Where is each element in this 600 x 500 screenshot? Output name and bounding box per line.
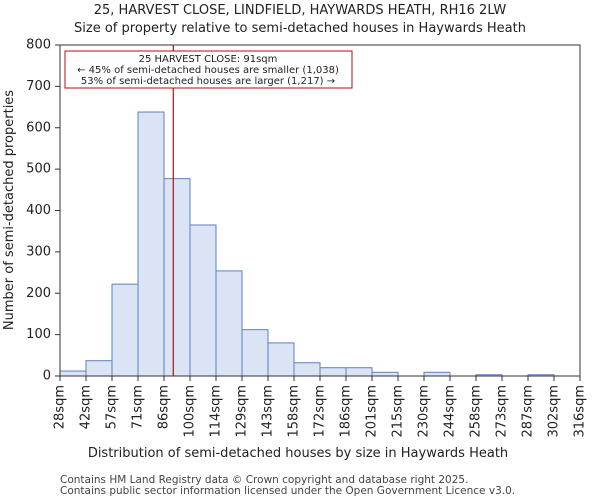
y-tick-label: 700 — [26, 79, 51, 94]
bar-42sqm — [85, 360, 113, 377]
annotation-frame — [64, 50, 353, 89]
x-tick-label: 201sqm — [365, 385, 380, 438]
x-tick-label: 86sqm — [157, 385, 172, 429]
x-tick-label: 28sqm — [53, 385, 68, 429]
annotation-box: 25 HARVEST CLOSE: 91sqm ← 45% of semi-de… — [64, 50, 353, 89]
bar-172sqm — [319, 367, 347, 377]
x-tick-label: 158sqm — [287, 385, 302, 438]
bar-230sqm — [423, 371, 451, 377]
x-axis-label: Distribution of semi-detached houses by … — [88, 446, 508, 461]
bar-100sqm — [189, 224, 217, 377]
x-tick-label: 186sqm — [339, 385, 354, 438]
x-tick-label: 172sqm — [313, 385, 328, 438]
x-tick-label: 215sqm — [391, 385, 406, 438]
x-tick-label: 57sqm — [105, 385, 120, 429]
bar-129sqm — [241, 329, 269, 377]
annotation-line-3: 53% of semi-detached houses are larger (… — [81, 76, 335, 87]
x-tick-label: 273sqm — [495, 385, 510, 438]
annotation-line-1: 25 HARVEST CLOSE: 91sqm — [139, 54, 278, 65]
x-tick-label: 287sqm — [521, 385, 536, 438]
x-tick-label: 100sqm — [183, 385, 198, 438]
y-axis-ticks: 0 100 200 300 400 500 600 700 800 — [26, 38, 60, 384]
x-tick-label: 143sqm — [261, 385, 276, 438]
plot-area — [59, 44, 581, 377]
y-axis-label: Number of semi-detached properties — [2, 90, 17, 330]
x-tick-label: 71sqm — [131, 385, 146, 429]
x-axis-ticks: 28sqm 42sqm 57sqm 71sqm 86sqm 100sqm 114sqm 129… — [53, 376, 588, 438]
y-tick-label: 0 — [43, 369, 51, 384]
bar-143sqm — [267, 342, 295, 377]
x-tick-label: 244sqm — [443, 385, 458, 438]
y-tick-label: 800 — [26, 38, 51, 53]
x-tick-label: 114sqm — [209, 385, 224, 438]
bar-71sqm — [137, 111, 165, 377]
x-tick-label: 230sqm — [417, 385, 432, 438]
bar-158sqm — [293, 362, 321, 377]
x-tick-label: 129sqm — [235, 385, 250, 438]
x-tick-label: 316sqm — [573, 385, 588, 438]
x-tick-label: 302sqm — [547, 385, 562, 438]
footer-line-1: Contains HM Land Registry data © Crown c… — [60, 474, 468, 486]
bar-201sqm — [371, 371, 399, 377]
bar-28sqm — [59, 370, 87, 377]
bar-57sqm — [111, 283, 139, 377]
y-tick-label: 100 — [26, 327, 51, 342]
x-tick-label: 258sqm — [469, 385, 484, 438]
bar-186sqm — [345, 367, 373, 377]
x-tick-label: 42sqm — [79, 385, 94, 429]
bar-86sqm — [163, 178, 191, 377]
y-tick-label: 200 — [26, 286, 51, 301]
chart-subtitle: Size of property relative to semi-detach… — [74, 21, 526, 36]
chart-title: 25, HARVEST CLOSE, LINDFIELD, HAYWARDS H… — [94, 3, 507, 18]
annotation-line-2: ← 45% of semi-detached houses are smalle… — [77, 65, 339, 76]
y-tick-label: 300 — [26, 244, 51, 259]
y-tick-label: 500 — [26, 162, 51, 177]
y-tick-label: 600 — [26, 120, 51, 135]
footer-line-2: Contains public sector information licen… — [60, 485, 515, 497]
bar-114sqm — [215, 270, 243, 377]
bars — [59, 111, 555, 377]
y-tick-label: 400 — [26, 203, 51, 218]
